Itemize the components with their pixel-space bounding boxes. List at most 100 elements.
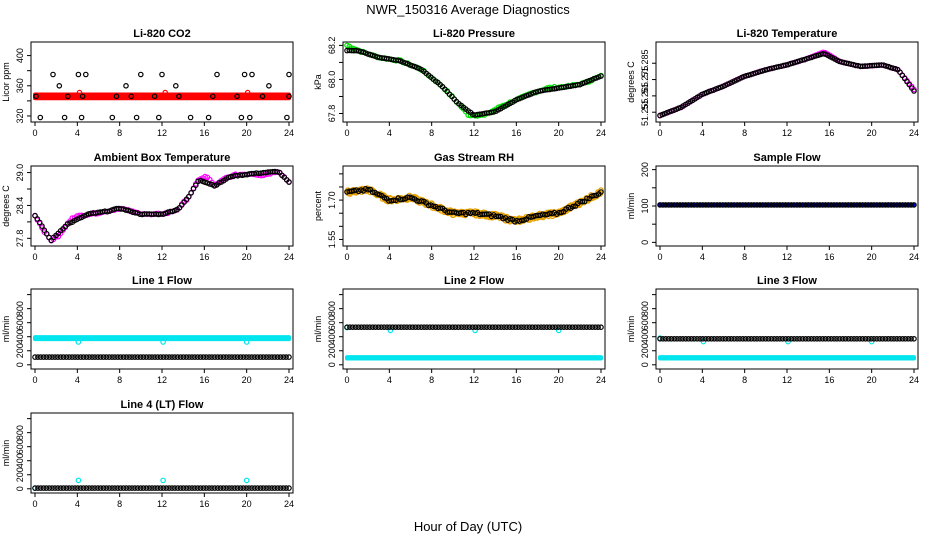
data-point xyxy=(217,485,224,491)
data-point xyxy=(240,354,247,360)
data-point xyxy=(166,354,172,360)
plot-frame xyxy=(342,41,606,123)
data-point xyxy=(243,477,250,484)
x-tick-label: 8 xyxy=(117,499,122,509)
data-point xyxy=(249,485,255,491)
data-point xyxy=(57,354,64,360)
data-point xyxy=(137,354,144,360)
data-point xyxy=(186,193,192,200)
data-point xyxy=(369,189,376,196)
figure-xlabel: Hour of Day (UTC) xyxy=(414,519,522,534)
data-point xyxy=(532,324,539,331)
y-tick-label: 200 xyxy=(640,162,650,177)
x-tick-label: 8 xyxy=(742,252,747,262)
data-point xyxy=(862,335,869,342)
data-point xyxy=(157,354,164,360)
data-point xyxy=(711,335,718,342)
data-point xyxy=(714,335,720,342)
data-point xyxy=(754,202,760,208)
data-point xyxy=(347,324,353,331)
data-point xyxy=(851,202,857,208)
data-point xyxy=(911,88,917,94)
y-axis-label: degrees C xyxy=(1,185,11,227)
data-point xyxy=(671,335,678,342)
data-point xyxy=(115,354,121,360)
data-point xyxy=(657,202,663,208)
data-point xyxy=(203,354,210,360)
data-point xyxy=(183,485,190,491)
data-point xyxy=(415,324,422,331)
data-point xyxy=(241,71,248,78)
data-point xyxy=(882,202,889,208)
data-point xyxy=(226,354,232,360)
data-point xyxy=(458,209,465,216)
data-point xyxy=(791,335,797,342)
y-tick-label: 0 xyxy=(327,362,337,367)
data-point xyxy=(125,207,132,214)
data-point xyxy=(223,354,230,360)
data-point xyxy=(748,335,755,342)
x-tick-label: 8 xyxy=(742,375,747,385)
data-point xyxy=(80,354,87,360)
x-tick-label: 4 xyxy=(75,252,80,262)
data-point xyxy=(702,335,709,342)
data-point xyxy=(172,485,178,491)
data-point xyxy=(369,324,376,331)
data-point xyxy=(813,52,819,59)
data-point xyxy=(280,354,287,360)
x-tick-label: 4 xyxy=(700,128,705,138)
data-point xyxy=(237,485,244,491)
data-point xyxy=(699,202,706,208)
x-tick-label: 0 xyxy=(657,128,662,138)
data-point xyxy=(54,485,61,491)
data-point xyxy=(429,324,436,331)
data-point xyxy=(205,114,212,121)
x-tick-label: 20 xyxy=(242,499,252,509)
data-point xyxy=(752,70,759,76)
data-point xyxy=(194,485,201,491)
data-band xyxy=(345,355,603,361)
data-point xyxy=(660,335,666,342)
data-point xyxy=(254,485,261,491)
data-point xyxy=(558,324,564,331)
data-point xyxy=(176,93,182,100)
data-point xyxy=(386,324,393,331)
data-point xyxy=(86,354,93,360)
data-point xyxy=(702,202,709,208)
data-point xyxy=(452,324,459,331)
data-point xyxy=(578,324,584,331)
data-point xyxy=(751,335,758,342)
data-point xyxy=(75,477,82,484)
data-point xyxy=(39,223,45,229)
data-point xyxy=(214,354,221,360)
data-point xyxy=(868,202,875,208)
data-point xyxy=(737,202,743,208)
y-tick-label: 400 xyxy=(640,329,650,344)
data-point xyxy=(372,324,379,331)
y-tick-label: 200 xyxy=(15,467,25,482)
data-point xyxy=(113,93,120,100)
data-point xyxy=(283,354,289,360)
data-point xyxy=(674,202,680,208)
data-point xyxy=(426,324,433,331)
data-point xyxy=(743,73,750,79)
data-point xyxy=(286,71,292,78)
data-point xyxy=(679,202,686,208)
data-point xyxy=(737,335,743,342)
data-point xyxy=(498,324,504,331)
data-point xyxy=(586,324,593,331)
data-point xyxy=(75,339,82,345)
data-point xyxy=(478,324,484,331)
data-point xyxy=(848,202,855,208)
data-point xyxy=(682,335,689,342)
data-point xyxy=(193,182,199,189)
x-tick-label: 12 xyxy=(782,128,792,138)
data-point xyxy=(115,485,121,491)
x-tick-label: 20 xyxy=(867,252,877,262)
data-point xyxy=(134,485,141,491)
data-point xyxy=(97,354,104,360)
data-point xyxy=(535,324,542,331)
data-point xyxy=(344,324,350,331)
data-point xyxy=(777,335,783,342)
data-point xyxy=(232,354,238,360)
